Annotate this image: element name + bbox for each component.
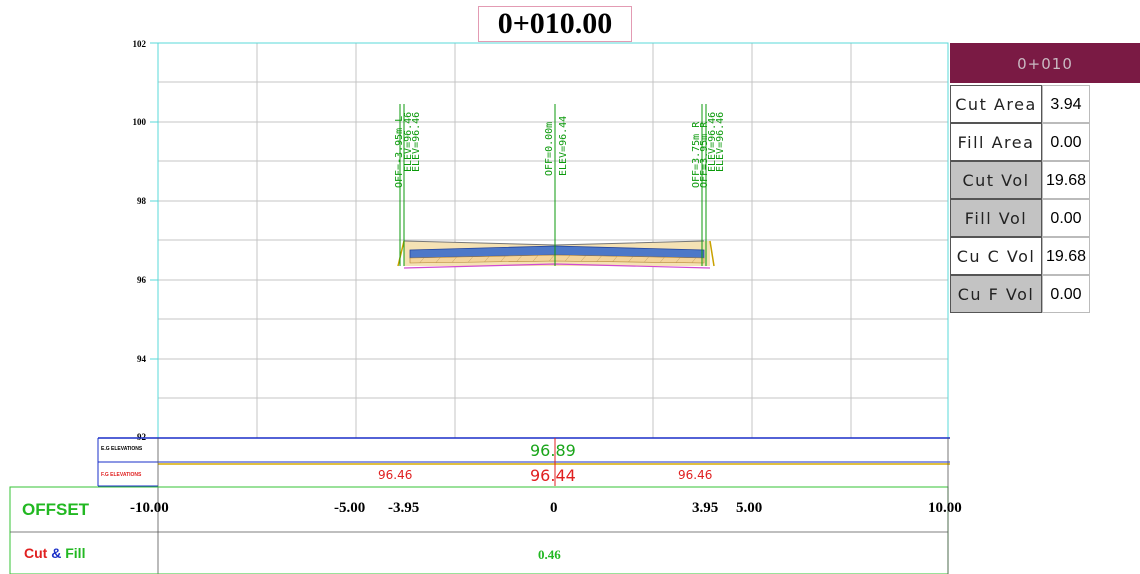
fg-band-label: F.G ELEVATIONS [101,472,142,478]
y-tick-label: 96 [137,275,146,285]
summary-label: Fill Vol [950,199,1042,237]
y-tick-label: 98 [137,196,146,206]
summary-value: 0.00 [1042,199,1090,237]
summary-row: Fill Area 0.00 [950,123,1140,161]
offset-value: 3.95 [692,500,719,516]
summary-value: 0.00 [1042,123,1090,161]
road-section [397,240,715,269]
offset-value: -5.00 [334,500,366,516]
y-tick-label: 102 [132,39,147,49]
cut-fill-value: 0.46 [538,547,561,562]
summary-label: Cut Area [950,85,1042,123]
offset-row-label: OFFSET [22,500,90,519]
left-ditch [397,240,405,267]
summary-value: 0.00 [1042,275,1090,313]
offset-value: 10.00 [928,500,962,516]
elev-label-right: ELEV=96.46 [715,112,726,172]
summary-label: Cut Vol [950,161,1042,199]
elev-label-center: ELEV=96.44 [558,116,569,176]
summary-station-header: 0+010 [950,43,1140,83]
elev-label-left: ELEV=96.46 [411,112,422,172]
eg-band-label: E.G ELEVATIONS [101,446,143,452]
ampersand: & [51,545,62,561]
summary-label: Cu C Vol [950,237,1042,275]
summary-label: Fill Area [950,123,1042,161]
summary-value: 19.68 [1042,161,1090,199]
offset-value: 5.00 [736,500,763,516]
summary-value: 19.68 [1042,237,1090,275]
eg-elevation-value: 96.89 [530,441,576,460]
summary-row: Cu C Vol 19.68 [950,237,1140,275]
summary-row: Cu F Vol 0.00 [950,275,1140,313]
summary-value: 3.94 [1042,85,1090,123]
offset-value: 0 [550,500,558,516]
summary-row: Cut Area 3.94 [950,85,1140,123]
offset-label-left: OFF=-3.95m L [394,116,405,188]
summary-row: Fill Vol 0.00 [950,199,1140,237]
summary-label: Cu F Vol [950,275,1042,313]
fg-elevation-value: 96.46 [378,468,413,482]
plot-grid [150,42,948,439]
y-tick-label: 100 [132,117,147,127]
offset-label-center: OFF=0.00m [544,122,555,176]
right-ditch [709,240,715,267]
offset-value: -3.95 [388,500,420,516]
summary-row: Cut Vol 19.68 [950,161,1140,199]
y-tick-label: 94 [137,354,146,364]
offset-label-right: OFF=3.75m R [691,121,702,188]
fg-elevation-value: 96.44 [530,466,576,485]
elev-label-right: ELEV=96.46 [707,112,718,172]
fg-elevation-value: 96.46 [678,468,713,482]
cut-word: Cut [24,545,48,561]
offset-value: -10.00 [130,500,169,516]
offset-label-right: OFF=3.95m R [699,121,710,188]
fill-word: Fill [65,545,86,561]
elev-label-left: ELEV=96.46 [403,112,414,172]
y-tick-label: 92 [137,432,146,442]
station-title: 0+010.00 [478,6,632,42]
cut-fill-row-label: Cut & Fill [24,545,85,561]
